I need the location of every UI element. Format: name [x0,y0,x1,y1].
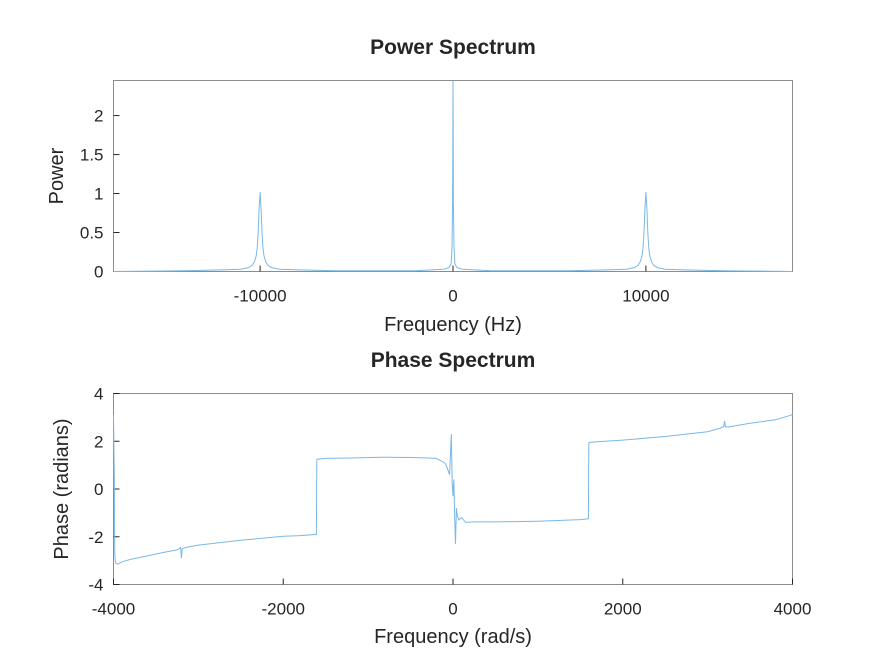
power-y-axis-label: Power [46,147,68,204]
phase-x-tick-label: 4000 [774,600,812,619]
phase-x-tick-label: -4000 [92,600,135,619]
phase-x-tick-label: -2000 [262,600,305,619]
power-y-tick-label: 1.5 [80,146,104,165]
power-x-ticks: -10000 0 10000 [234,265,670,306]
power-series-line [113,80,793,272]
power-x-tick-label: -10000 [234,287,287,306]
phase-y-tick-label: -4 [88,576,103,595]
power-x-tick-label: 0 [448,287,457,306]
phase-series-line [113,413,793,565]
power-y-tick-label: 2 [94,107,103,126]
power-x-tick-label: 10000 [622,287,669,306]
phase-x-tick-label: 2000 [604,600,642,619]
phase-y-tick-label: -2 [88,528,103,547]
power-spectrum-panel: Power Spectrum -10000 0 10000 0 0.5 1 1.5 2 Fr… [46,36,793,336]
phase-x-ticks: -4000 -2000 0 2000 4000 [92,578,812,619]
phase-y-tick-label: 4 [94,385,103,404]
power-y-tick-label: 0.5 [80,224,104,243]
power-chart-title: Power Spectrum [370,36,536,59]
power-x-axis-label: Frequency (Hz) [384,314,522,336]
phase-y-tick-label: 0 [94,480,103,499]
phase-spectrum-panel: Phase Spectrum -4000 -2000 0 2000 4000 -4 -2 0… [51,349,811,648]
power-y-tick-label: 0 [94,263,103,282]
phase-x-axis-label: Frequency (rad/s) [374,626,532,648]
phase-chart-title: Phase Spectrum [371,349,536,372]
phase-x-tick-label: 0 [448,600,457,619]
phase-y-tick-label: 2 [94,432,103,451]
power-y-ticks: 0 0.5 1 1.5 2 [80,107,120,282]
phase-y-ticks: -4 -2 0 2 4 [88,385,120,595]
phase-y-axis-label: Phase (radians) [51,418,73,559]
power-y-tick-label: 1 [94,185,103,204]
